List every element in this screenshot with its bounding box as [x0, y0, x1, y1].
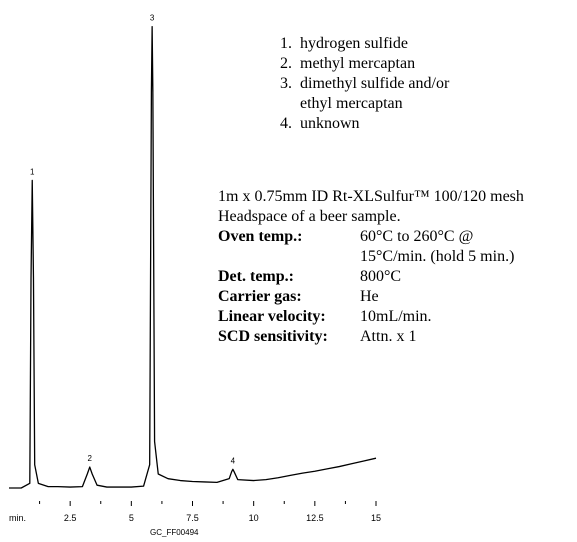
x-tick-label: 5 [129, 513, 134, 523]
peak-list-item: 3. dimethyl sulfide and/or ethyl mercapt… [262, 74, 450, 114]
compound-name: methyl mercaptan [300, 55, 416, 72]
condition-value: 800°C [360, 268, 402, 285]
peak-list-item: 1. hydrogen sulfide [262, 34, 450, 54]
condition-label: Det. temp.: [218, 268, 294, 285]
peak-number: 2. [280, 55, 292, 72]
condition-label: Carrier gas: [218, 288, 302, 305]
peak-label: 2 [88, 454, 93, 463]
peak-number: 1. [280, 35, 292, 52]
peak-list: 1. hydrogen sulfide 2. methyl mercaptan … [262, 34, 450, 134]
peak-list-item: 2. methyl mercaptan [262, 54, 450, 74]
compound-name: unknown [300, 115, 360, 132]
peak-number: 4. [280, 115, 292, 132]
condition-value-line: 60°C to 260°C @ [360, 228, 474, 245]
x-tick-label: 2.5 [64, 513, 77, 523]
peak-number: 3. [280, 75, 292, 92]
compound-name: hydrogen sulfide [300, 35, 408, 52]
peak-label: 3 [150, 14, 155, 23]
condition-row: Linear velocity: 10mL/min. [218, 307, 514, 327]
condition-value: 10mL/min. [360, 308, 432, 325]
x-tick-label: 12.5 [306, 513, 324, 523]
condition-value: Attn. x 1 [360, 328, 417, 345]
conditions-table: Oven temp.: 60°C to 260°C @ 15°C/min. (h… [218, 227, 514, 347]
condition-value: He [360, 288, 379, 305]
x-axis: 2.5 5 7.5 10 12.5 15 min. [9, 501, 381, 523]
condition-row: Carrier gas: He [218, 287, 514, 307]
column-description: 1m x 0.75mm ID Rt-XLSulfur™ 100/120 mesh [218, 188, 524, 205]
trace-group [9, 26, 377, 489]
condition-value-line: 15°C/min. (hold 5 min.) [360, 248, 515, 265]
x-tick-label: 15 [371, 513, 381, 523]
peak-label: 4 [231, 456, 236, 465]
condition-label: Linear velocity: [218, 308, 326, 325]
condition-label: SCD sensitivity: [218, 328, 328, 345]
condition-row: Det. temp.: 800°C [218, 267, 514, 287]
condition-value: 60°C to 260°C @ 15°C/min. (hold 5 min.) [360, 227, 514, 267]
x-axis-label: min. [9, 513, 26, 523]
condition-row: Oven temp.: 60°C to 260°C @ 15°C/min. (h… [218, 227, 514, 267]
peak-label: 1 [30, 167, 35, 176]
figure-code: GC_FF00494 [150, 528, 199, 537]
condition-row: SCD sensitivity: Attn. x 1 [218, 327, 514, 347]
x-tick-label: 10 [249, 513, 259, 523]
chromatogram-trace [9, 26, 377, 489]
x-tick-label: 7.5 [186, 513, 199, 523]
peak-labels: 1 2 3 4 [30, 14, 236, 466]
conditions-block: 1m x 0.75mm ID Rt-XLSulfur™ 100/120 mesh… [218, 187, 524, 347]
condition-label: Oven temp.: [218, 228, 303, 245]
sample-description: Headspace of a beer sample. [218, 208, 401, 225]
compound-name: dimethyl sulfide and/or ethyl mercaptan [300, 75, 450, 112]
peak-list-item: 4. unknown [262, 114, 450, 134]
